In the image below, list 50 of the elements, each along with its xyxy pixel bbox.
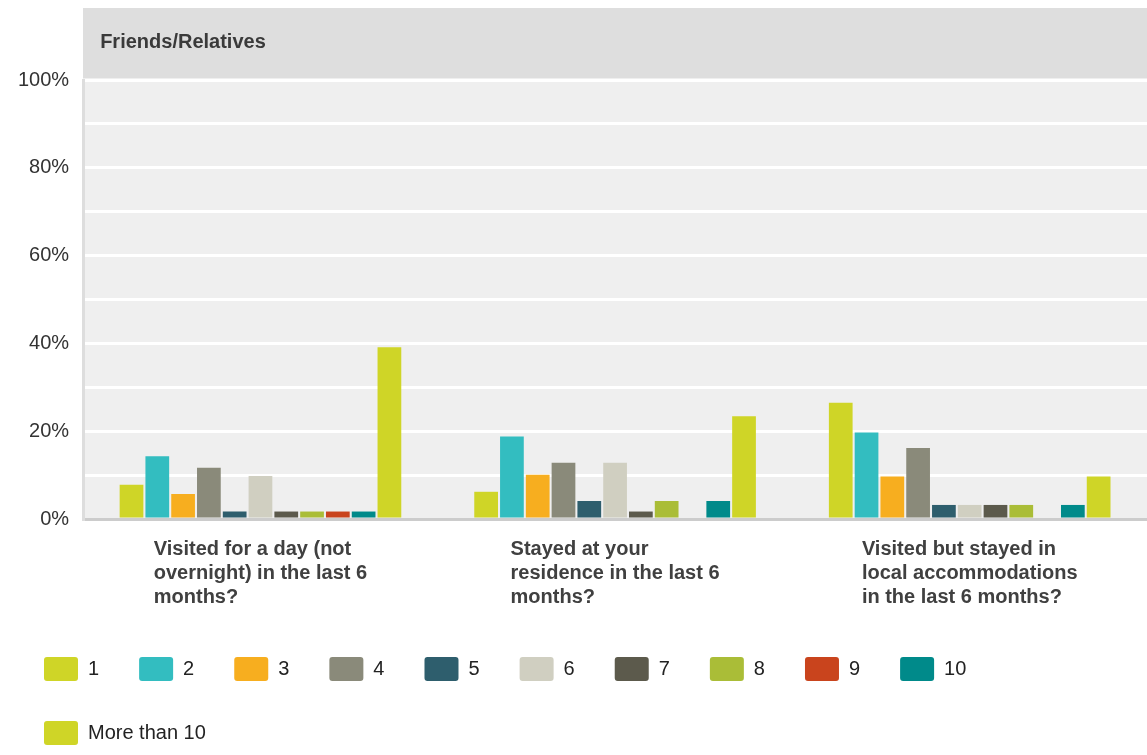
legend-label: 8: [753, 656, 765, 679]
bar: [983, 504, 1008, 518]
legend-label: More than 10: [88, 720, 206, 743]
bar: [706, 501, 731, 518]
bar: [500, 436, 524, 518]
bar: [325, 511, 350, 518]
bar: [654, 501, 679, 518]
bar: [119, 484, 144, 518]
bar: [732, 416, 756, 518]
bar: [300, 511, 324, 518]
legend-label: 1: [88, 656, 100, 679]
bar: [551, 462, 576, 518]
legend-label: 7: [658, 656, 670, 679]
bar: [932, 504, 956, 518]
bar: [880, 476, 905, 518]
y-tick-label: 60%: [29, 243, 70, 266]
bar: [629, 511, 653, 518]
legend-label: 3: [278, 656, 290, 679]
y-tick-label: 100%: [18, 67, 70, 90]
bar: [828, 402, 853, 518]
bar: [525, 474, 550, 518]
legend-label: 4: [373, 656, 385, 679]
bar: [145, 456, 170, 518]
y-tick-label: 0%: [40, 506, 70, 529]
bar: [1086, 476, 1111, 518]
bar: [906, 447, 930, 518]
y-tick-label: 20%: [29, 418, 70, 441]
x-tick-label: Stayed at your residence in the last 6 months?: [510, 536, 720, 607]
bar: [377, 347, 402, 518]
x-tick-label: Visited but stayed in local accommodations in the last 6 months?: [861, 536, 1078, 607]
bar: [1060, 504, 1085, 518]
y-tick-label: 40%: [29, 330, 70, 353]
legend-label: 10: [944, 656, 967, 679]
chart-title: Friends/Relatives: [100, 30, 266, 52]
bar: [474, 491, 498, 518]
header-panel: Friends/Relatives: [83, 8, 1147, 78]
bar: [197, 467, 221, 518]
bar: [222, 511, 247, 518]
legend-label: 5: [468, 656, 480, 679]
bar: [274, 511, 299, 518]
bar: [854, 432, 879, 518]
bar: [1009, 504, 1034, 518]
bar: [171, 493, 195, 518]
legend-label: 9: [848, 656, 861, 679]
y-tick-label: 80%: [29, 155, 70, 178]
bar: [577, 501, 602, 518]
legend-label: 6: [563, 656, 575, 679]
x-tick-label: Visited for a day (not overnight) in the last 6 months?: [153, 536, 368, 607]
bar: [351, 511, 376, 518]
legend-label: 2: [183, 656, 195, 679]
